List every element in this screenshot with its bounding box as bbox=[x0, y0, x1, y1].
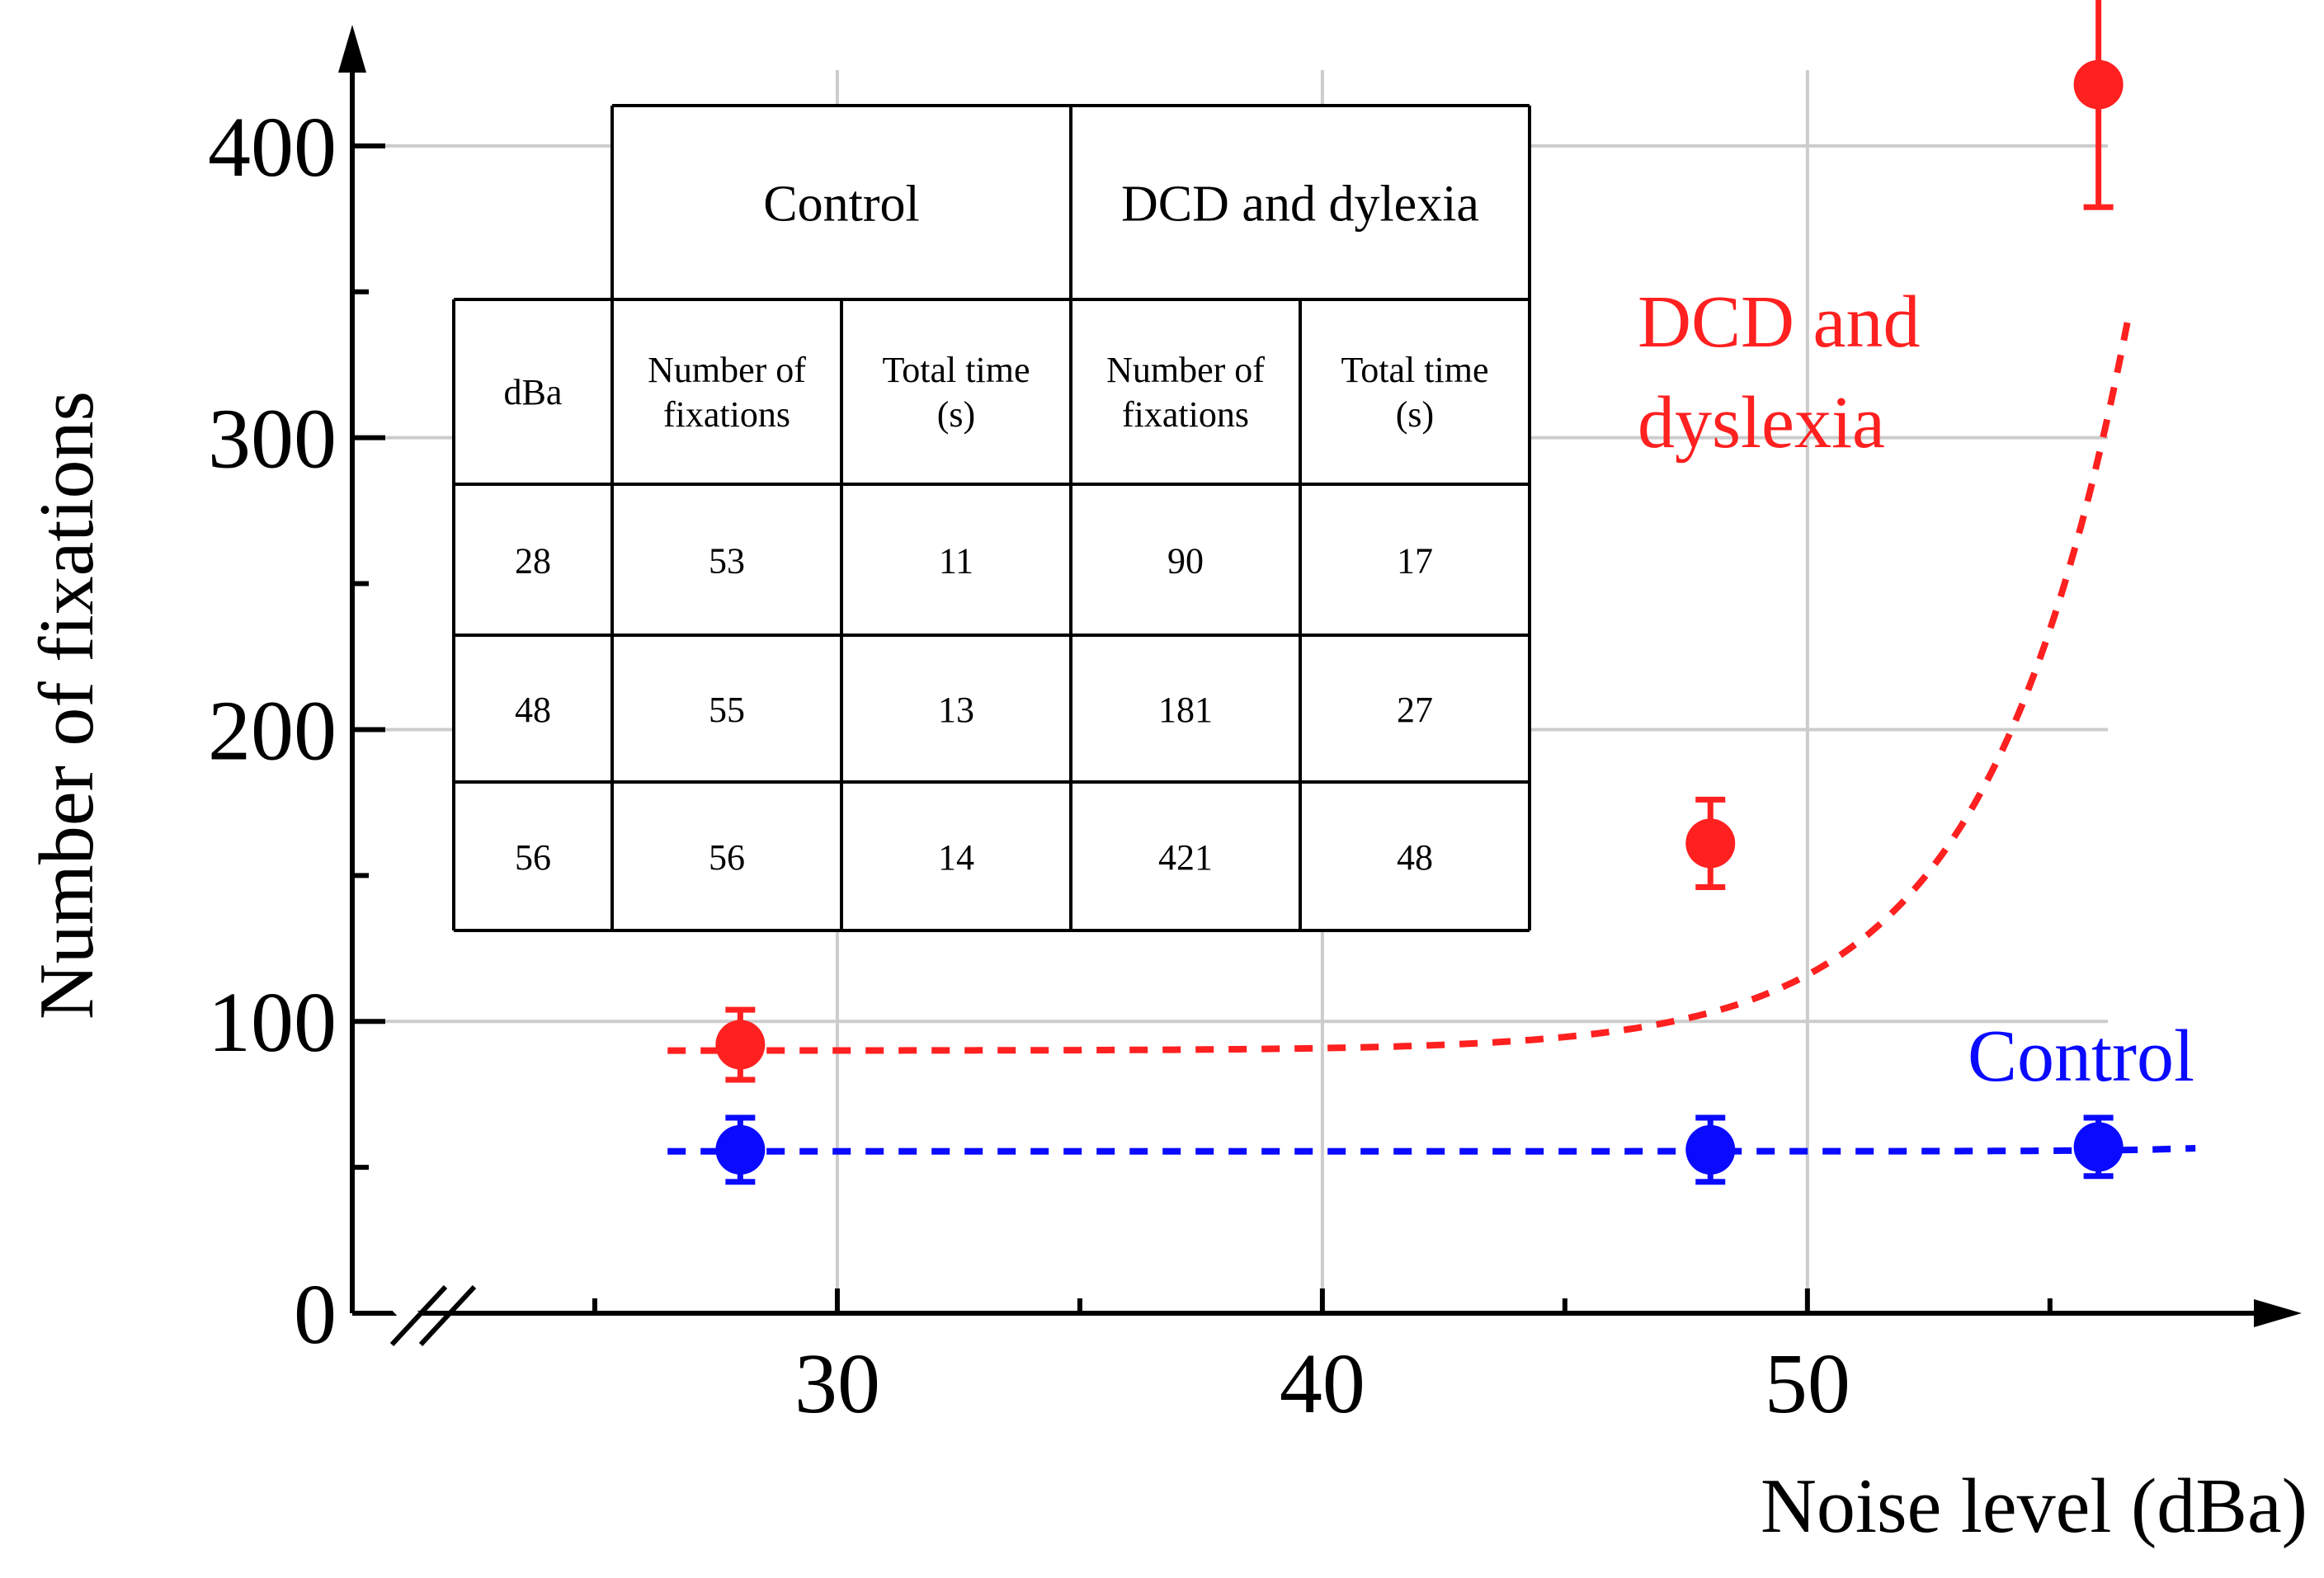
table-cell: 27 bbox=[1397, 690, 1433, 730]
data-point bbox=[2073, 59, 2124, 110]
table-column-header: (s) bbox=[1396, 394, 1434, 435]
table-cell: 421 bbox=[1158, 837, 1213, 878]
axis-break-mark bbox=[389, 1284, 448, 1347]
fit-curve bbox=[667, 320, 2131, 1054]
y-tick-label: 0 bbox=[294, 1267, 337, 1362]
x-tick-label: 40 bbox=[1280, 1336, 1365, 1431]
axis-break-mark bbox=[418, 1284, 477, 1347]
table-column-header: Number of bbox=[1106, 350, 1265, 390]
table-cell: 90 bbox=[1167, 541, 1204, 582]
table-column-header: fixations bbox=[1122, 394, 1249, 435]
table-background bbox=[454, 299, 1530, 930]
y-tick-label: 200 bbox=[208, 683, 337, 778]
series-label: Control bbox=[1968, 1015, 2194, 1097]
table-cell: 53 bbox=[709, 541, 745, 582]
table-column-header: Total time bbox=[883, 350, 1030, 390]
series-control: Control bbox=[667, 1015, 2196, 1185]
table-cell: 56 bbox=[709, 837, 745, 878]
table-column-header: Number of bbox=[648, 350, 806, 390]
series-label: DCD and bbox=[1638, 281, 1920, 363]
y-axis-title: Number of fixations bbox=[24, 391, 110, 1020]
fit-curve bbox=[667, 1145, 2196, 1155]
x-tick-label: 50 bbox=[1765, 1336, 1850, 1431]
table-cell: 48 bbox=[515, 690, 551, 730]
table-cell: 48 bbox=[1397, 837, 1433, 878]
table-group-header: Control bbox=[763, 177, 919, 233]
x-axis-arrowhead bbox=[2254, 1299, 2302, 1327]
data-point bbox=[715, 1124, 766, 1175]
table-cell: 28 bbox=[515, 541, 551, 582]
table-cell: 56 bbox=[515, 837, 551, 878]
data-point bbox=[715, 1020, 766, 1070]
y-tick-label: 400 bbox=[208, 100, 337, 195]
table-cell: 14 bbox=[938, 837, 974, 878]
table-group-header: DCD and dylexia bbox=[1121, 177, 1479, 233]
table-column-header: (s) bbox=[937, 394, 975, 435]
x-tick-label: 30 bbox=[794, 1336, 880, 1431]
data-point bbox=[1685, 818, 1736, 869]
axes bbox=[338, 25, 2302, 1347]
table-cell: 11 bbox=[939, 541, 973, 582]
table-column-header: Total time bbox=[1341, 350, 1489, 390]
y-axis-arrowhead bbox=[338, 25, 366, 73]
table-cell: 17 bbox=[1397, 541, 1433, 582]
series-label: dyslexia bbox=[1638, 382, 1885, 464]
x-axis-title: Noise level (dBa) bbox=[1761, 1463, 2308, 1549]
axis-break-gap bbox=[380, 1286, 436, 1343]
table-cell: 55 bbox=[709, 690, 745, 730]
table-cell: 13 bbox=[938, 690, 974, 730]
ticks: 0 100 200 300 400 30 40 50 bbox=[208, 100, 2053, 1431]
table-column-header: dBa bbox=[504, 372, 563, 412]
series: DCD and dyslexia Control bbox=[667, 0, 2196, 1185]
data-point bbox=[1685, 1124, 1736, 1175]
data-point bbox=[2073, 1122, 2124, 1172]
table-column-header: fixations bbox=[663, 394, 790, 435]
y-tick-label: 300 bbox=[208, 392, 337, 487]
table-cell: 181 bbox=[1158, 690, 1213, 730]
y-tick-label: 100 bbox=[208, 975, 337, 1070]
series-dcd-and-dyslexia: DCD and dyslexia bbox=[667, 0, 2131, 1083]
